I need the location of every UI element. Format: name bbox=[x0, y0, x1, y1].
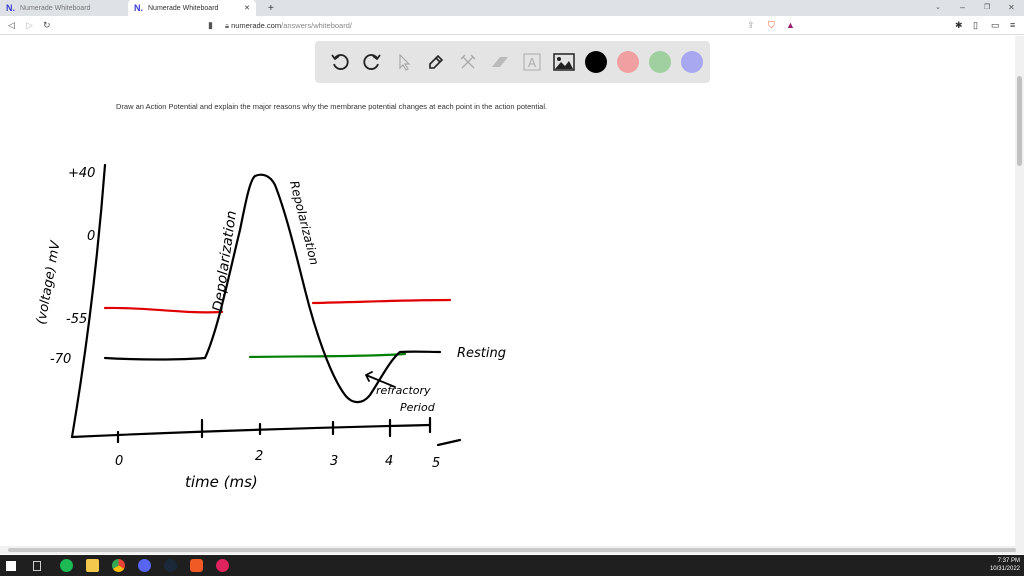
clock-time: 7:37 PM bbox=[997, 558, 1020, 564]
share-icon[interactable]: ⇪ bbox=[747, 20, 755, 30]
x-tick-label: 5 bbox=[432, 456, 440, 471]
chrome-icon[interactable] bbox=[112, 559, 125, 572]
refractory-arrow bbox=[365, 371, 396, 388]
forward-icon[interactable]: ▷ bbox=[26, 20, 33, 30]
brave-rewards-icon[interactable]: ▲ bbox=[786, 20, 795, 30]
whiteboard-toolbar: A bbox=[315, 41, 710, 83]
clock-date: 10/31/2022 bbox=[989, 566, 1020, 572]
sidebar-icon[interactable]: ▯ bbox=[973, 20, 978, 30]
y-tick-label: +40 bbox=[68, 166, 95, 181]
svg-text:A: A bbox=[528, 56, 537, 70]
color-green[interactable] bbox=[644, 46, 676, 78]
x-tick-label: 3 bbox=[330, 454, 338, 469]
file-explorer-icon[interactable] bbox=[86, 559, 99, 572]
vertical-scrollbar[interactable] bbox=[1015, 36, 1024, 546]
url-host: numerade.com bbox=[231, 21, 282, 30]
spotify-icon[interactable] bbox=[60, 559, 73, 572]
depolarization-label: Depolarization bbox=[210, 210, 240, 313]
y-tick-label: 0 bbox=[87, 229, 95, 244]
pointer-icon[interactable] bbox=[388, 46, 420, 78]
x-tick-label: 2 bbox=[255, 449, 263, 464]
lock-icon: 🔒︎ bbox=[225, 21, 232, 30]
color-red[interactable] bbox=[612, 46, 644, 78]
threshold-line-right bbox=[311, 298, 452, 305]
color-black[interactable] bbox=[580, 46, 612, 78]
close-tab-icon[interactable]: ✕ bbox=[244, 5, 250, 12]
horizontal-scrollbar[interactable] bbox=[0, 546, 1024, 554]
resting-line-green bbox=[248, 352, 407, 359]
x-ticks bbox=[116, 416, 432, 444]
address-bar-row: ◁ ▷ ↻ ▮ 🔒︎ numerade.com/answers/whiteboa… bbox=[0, 16, 1024, 35]
menu-icon[interactable]: ≡ bbox=[1010, 20, 1016, 30]
text-icon[interactable]: A bbox=[516, 46, 548, 78]
resting-label: Resting bbox=[457, 346, 506, 361]
restore-icon[interactable]: ❐ bbox=[984, 4, 991, 11]
app-icon[interactable] bbox=[216, 559, 229, 572]
x-tick-label: 0 bbox=[115, 454, 123, 469]
tools-icon[interactable] bbox=[452, 46, 484, 78]
x-tick-label: 4 bbox=[385, 454, 393, 469]
url-path: /answers/whiteboard/ bbox=[281, 21, 352, 30]
period-label: Period bbox=[400, 401, 436, 414]
refractory-label: refractory bbox=[376, 384, 431, 397]
action-potential-curve bbox=[103, 173, 442, 404]
brave-shield-icon[interactable]: ⛉ bbox=[768, 20, 775, 30]
eraser-icon[interactable] bbox=[484, 46, 516, 78]
tab-search-icon[interactable]: ⌄ bbox=[935, 4, 941, 11]
y-tick-label: -70 bbox=[50, 352, 71, 367]
tab-bar: N. Numerade Whiteboard N. Numerade Whitebo… bbox=[0, 0, 1024, 16]
image-icon[interactable] bbox=[548, 46, 580, 78]
close-window-icon[interactable]: ✕ bbox=[1008, 3, 1015, 12]
tab-label: Numerade Whiteboard bbox=[20, 4, 91, 12]
undo-icon[interactable] bbox=[324, 46, 356, 78]
discord-icon[interactable] bbox=[138, 559, 151, 572]
threshold-line-left bbox=[103, 306, 224, 314]
color-blue[interactable] bbox=[676, 46, 708, 78]
numerade-logo-icon: N. bbox=[6, 3, 15, 13]
tab-numerade-2[interactable]: N. Numerade Whiteboard ✕ bbox=[128, 0, 256, 16]
y-axis-label: (voltage) mV bbox=[34, 239, 64, 326]
taskbar: 7:37 PM 10/31/2022 bbox=[0, 555, 1024, 576]
x-axis bbox=[70, 423, 462, 447]
back-icon[interactable]: ◁ bbox=[8, 20, 15, 30]
y-tick-label: -55 bbox=[66, 312, 87, 327]
system-clock[interactable]: 7:37 PM 10/31/2022 bbox=[990, 557, 1020, 573]
question-prompt: Draw an Action Potential and explain the… bbox=[116, 102, 548, 111]
windows-start-icon[interactable] bbox=[6, 561, 16, 571]
minimize-icon[interactable]: – bbox=[960, 2, 966, 12]
steam-icon[interactable] bbox=[164, 559, 177, 572]
reload-icon[interactable]: ↻ bbox=[43, 20, 51, 30]
new-tab-button[interactable]: + bbox=[268, 2, 274, 14]
url-field[interactable]: 🔒︎ numerade.com/answers/whiteboard/ bbox=[225, 19, 352, 32]
pen-icon[interactable] bbox=[420, 46, 452, 78]
bookmark-icon[interactable]: ▮ bbox=[208, 20, 213, 30]
numerade-logo-icon: N. bbox=[134, 3, 143, 13]
task-view-icon[interactable] bbox=[33, 561, 41, 571]
tab-label: Numerade Whiteboard bbox=[148, 4, 219, 12]
whiteboard-canvas[interactable]: +40 0 -55 -70 (voltage) mV 0 2 3 4 5 tim… bbox=[0, 0, 1024, 545]
x-axis-label: time (ms) bbox=[185, 473, 258, 491]
brave-icon[interactable] bbox=[190, 559, 203, 572]
extensions-icon[interactable]: ✱ bbox=[955, 20, 963, 30]
wallet-icon[interactable]: ▭ bbox=[991, 20, 1000, 30]
tab-numerade-1[interactable]: N. Numerade Whiteboard bbox=[0, 0, 128, 16]
y-axis bbox=[70, 163, 107, 439]
repolarization-label: Repolarization bbox=[287, 179, 321, 266]
redo-icon[interactable] bbox=[356, 46, 388, 78]
